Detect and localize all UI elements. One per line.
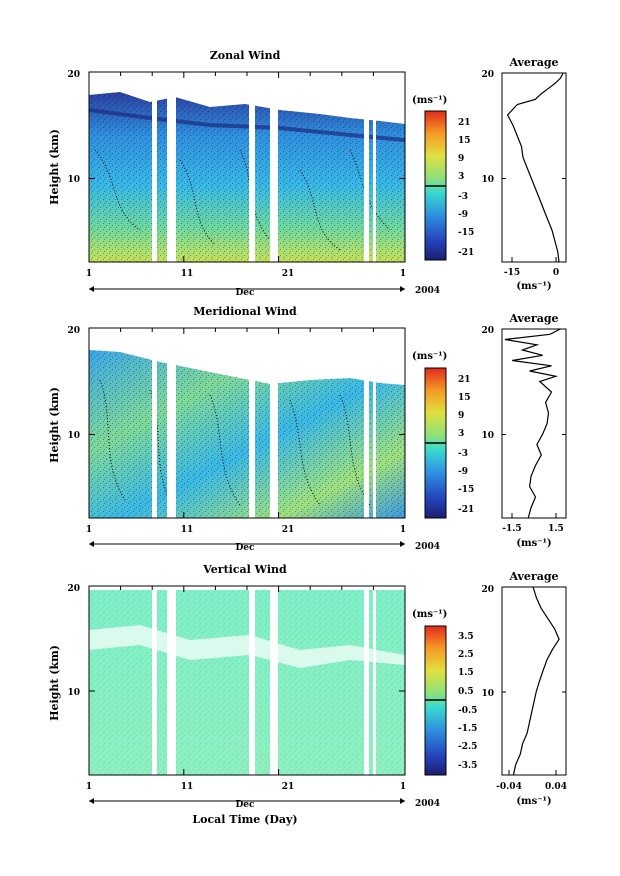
zonal-ytick-10: 10 <box>67 175 80 185</box>
zonal-profile-xtick-m15: -15 <box>504 268 520 278</box>
zonal-heatmap <box>88 92 406 262</box>
vertical-cbar-m2-5: -2.5 <box>458 742 477 752</box>
zonal-xtick-11: 11 <box>181 269 194 279</box>
vertical-cbar-m1-5: -1.5 <box>458 724 477 734</box>
meridional-xtick-11: 11 <box>181 525 194 535</box>
meridional-profile-ytick-10: 10 <box>481 431 494 441</box>
meridional-profile-line <box>504 328 561 519</box>
vertical-title: Vertical Wind <box>202 563 287 576</box>
panel-meridional-wind: Meridional Wind 20 10 Height (km) 1 11 2… <box>48 305 567 553</box>
vertical-cbar-m3-5: -3.5 <box>458 761 477 771</box>
meridional-cbar-m9: -9 <box>458 467 468 477</box>
zonal-colorbar: (ms⁻¹) 21 15 9 3 -3 -9 -15 -21 <box>412 95 474 261</box>
zonal-colorbar-unit: (ms⁻¹) <box>412 95 447 106</box>
zonal-month-label: Dec <box>235 288 255 298</box>
meridional-year-label: 2004 <box>415 542 440 552</box>
vertical-profile: Average 20 10 -0.04 0.04 (ms⁻¹) <box>481 570 566 807</box>
vertical-cbar-2-5: 2.5 <box>458 650 474 660</box>
meridional-cbar-9: 9 <box>458 411 464 421</box>
panel-zonal-wind: Zonal Wind 20 10 Height (km) 1 11 21 1 <box>48 49 567 298</box>
zonal-month-axis: Dec <box>89 286 405 298</box>
zonal-cbar-m3: -3 <box>458 192 468 202</box>
zonal-profile-ytick-10: 10 <box>481 175 494 185</box>
meridional-cbar-m21: -21 <box>458 505 474 515</box>
zonal-profile-xtick-0: 0 <box>553 268 559 278</box>
zonal-cbar-m21: -21 <box>458 248 474 258</box>
common-xlabel: Local Time (Day) <box>192 813 297 826</box>
vertical-ytick-10: 10 <box>67 688 80 698</box>
vertical-xtick-21: 21 <box>282 782 295 792</box>
meridional-ylabel: Height (km) <box>48 387 61 463</box>
zonal-profile-unit: (ms⁻¹) <box>516 281 551 292</box>
zonal-profile-line <box>506 72 564 263</box>
meridional-profile-ytick-20: 20 <box>481 326 494 336</box>
zonal-cbar-15: 15 <box>458 136 471 146</box>
meridional-heatmap <box>89 350 405 518</box>
vertical-xtick-1b: 1 <box>400 782 406 792</box>
vertical-colorbar: (ms⁻¹) 3.5 2.5 1.5 0.5 -0.5 -1.5 -2.5 -3… <box>412 609 477 776</box>
meridional-profile-xtick-1-5: 1.5 <box>548 524 564 534</box>
zonal-cbar-21: 21 <box>458 118 471 128</box>
meridional-profile: Average 20 10 -1.5 1.5 (ms⁻¹) <box>481 312 567 549</box>
meridional-cbar-3: 3 <box>458 429 464 439</box>
zonal-xtick-21: 21 <box>282 269 295 279</box>
vertical-ylabel: Height (km) <box>48 645 61 721</box>
vertical-cbar-3-5: 3.5 <box>458 632 474 642</box>
zonal-xtick-1: 1 <box>86 269 92 279</box>
meridional-cbar-21: 21 <box>458 375 471 385</box>
meridional-month-label: Dec <box>235 543 255 553</box>
zonal-cbar-m15: -15 <box>458 228 474 238</box>
vertical-profile-unit: (ms⁻¹) <box>516 796 551 807</box>
meridional-xtick-1b: 1 <box>400 525 406 535</box>
meridional-profile-xtick-m1-5: -1.5 <box>502 524 521 534</box>
zonal-xtick-1b: 1 <box>400 269 406 279</box>
vertical-xtick-11: 11 <box>181 782 194 792</box>
zonal-ytick-20: 20 <box>67 70 80 80</box>
zonal-cbar-3: 3 <box>458 172 464 182</box>
vertical-cbar-0-5: 0.5 <box>458 687 474 697</box>
vertical-profile-xtick-0-04: 0.04 <box>545 782 567 792</box>
zonal-ylabel: Height (km) <box>48 129 61 205</box>
vertical-profile-ytick-20: 20 <box>481 585 494 595</box>
meridional-ytick-10: 10 <box>67 431 80 441</box>
vertical-month-axis: Dec <box>89 798 405 810</box>
vertical-heatmap <box>89 590 405 775</box>
vertical-month-label: Dec <box>235 800 255 810</box>
meridional-cbar-15: 15 <box>458 393 471 403</box>
vertical-ytick-20: 20 <box>67 584 80 594</box>
meridional-xtick-1: 1 <box>86 525 92 535</box>
meridional-colorbar: (ms⁻¹) 21 15 9 3 -3 -9 -15 -21 <box>412 351 474 519</box>
meridional-cbar-m3: -3 <box>458 449 468 459</box>
meridional-ytick-20: 20 <box>67 326 80 336</box>
vertical-cbar-m0-5: -0.5 <box>458 706 477 716</box>
zonal-profile-title: Average <box>508 56 558 69</box>
vertical-profile-line <box>512 586 560 776</box>
zonal-year-label: 2004 <box>415 286 440 296</box>
zonal-profile: Average 20 10 -15 0 (ms⁻¹) <box>481 56 567 292</box>
vertical-profile-ytick-10: 10 <box>481 689 494 699</box>
zonal-profile-ytick-20: 20 <box>481 70 494 80</box>
vertical-xtick-1: 1 <box>86 782 92 792</box>
vertical-profile-title: Average <box>508 570 558 583</box>
vertical-colorbar-unit: (ms⁻¹) <box>412 609 447 620</box>
meridional-cbar-m15: -15 <box>458 485 474 495</box>
zonal-title: Zonal Wind <box>210 49 281 62</box>
vertical-profile-xtick-m0-04: -0.04 <box>496 782 522 792</box>
zonal-cbar-m9: -9 <box>458 210 468 220</box>
meridional-month-axis: Dec <box>89 541 405 553</box>
meridional-profile-unit: (ms⁻¹) <box>516 538 551 549</box>
zonal-cbar-9: 9 <box>458 154 464 164</box>
vertical-year-label: 2004 <box>415 799 440 809</box>
meridional-profile-title: Average <box>508 312 558 325</box>
meridional-title: Meridional Wind <box>193 305 297 318</box>
meridional-xtick-21: 21 <box>282 525 295 535</box>
panel-vertical-wind: Vertical Wind 20 10 Height (km) 1 11 21 … <box>48 563 567 826</box>
meridional-colorbar-unit: (ms⁻¹) <box>412 351 447 362</box>
vertical-cbar-1-5: 1.5 <box>458 668 474 678</box>
